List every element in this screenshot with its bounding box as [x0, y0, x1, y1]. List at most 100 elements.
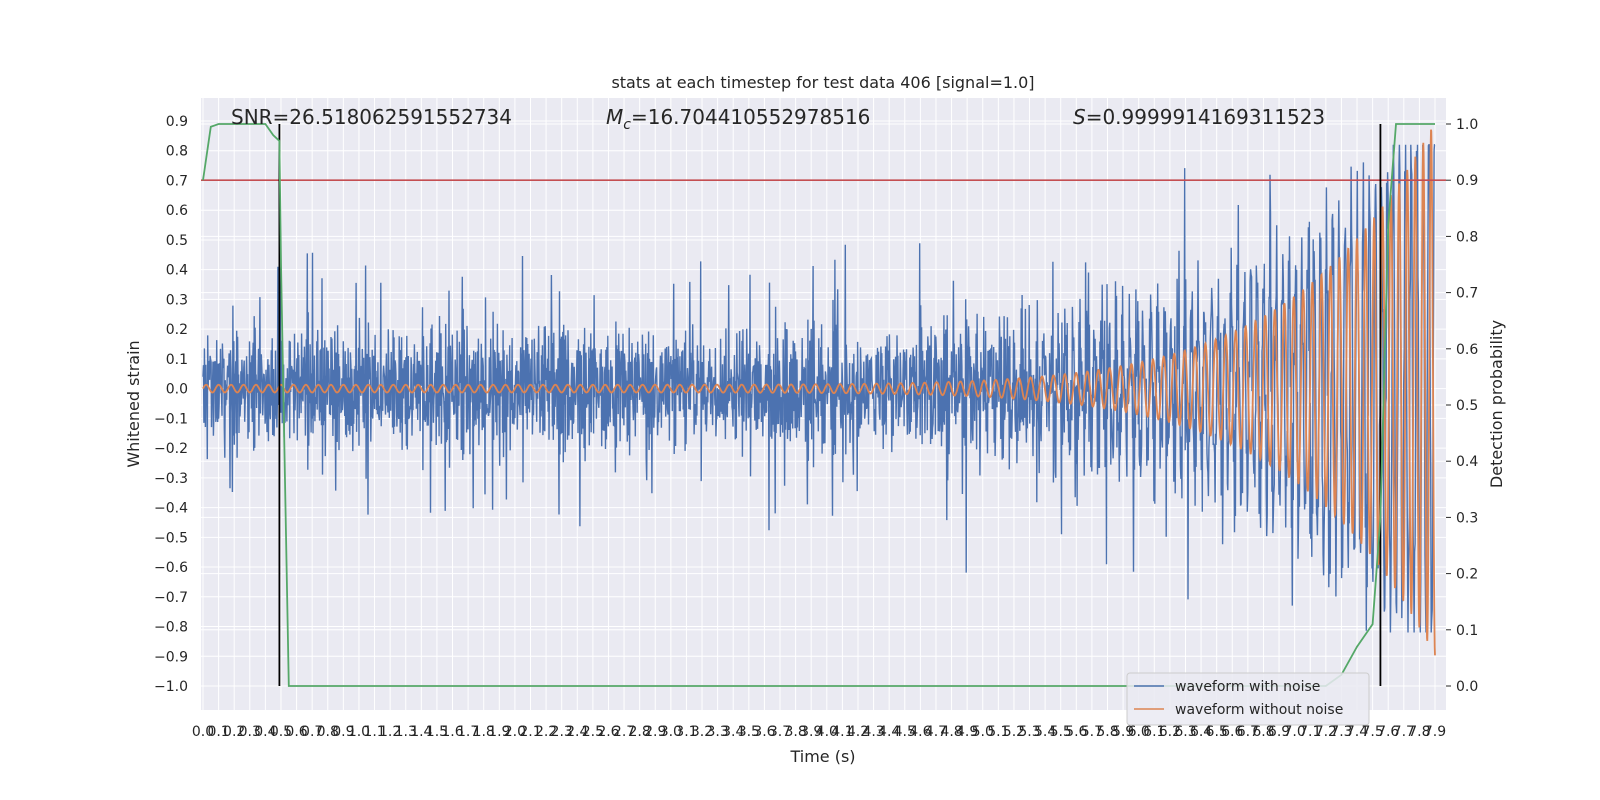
- x-tick-label: 4.3: [862, 724, 884, 740]
- x-tick-label: 6.9: [1268, 724, 1290, 740]
- x-tick-label: 1.9: [488, 724, 510, 740]
- x-tick-label: 3.4: [722, 724, 744, 740]
- x-tick-label: 1.0: [348, 724, 370, 740]
- x-tick-label: 4.6: [909, 724, 931, 740]
- snr-annotation: SNR=26.518062591552734: [231, 105, 512, 129]
- y-tick-label-left: 0.7: [166, 173, 188, 189]
- series-chirp: [202, 129, 1436, 656]
- x-tick-label: 4.1: [831, 724, 853, 740]
- x-tick-label: 5.5: [1050, 724, 1072, 740]
- x-tick-label: 7.4: [1346, 724, 1368, 740]
- legend-label-noise: waveform with noise: [1175, 679, 1320, 695]
- chirp-trace: [202, 129, 1436, 656]
- y-tick-label-right: 0.4: [1456, 454, 1478, 470]
- x-tick-label: 1.5: [426, 724, 448, 740]
- y-tick-label-right: 0.2: [1456, 567, 1478, 583]
- x-tick-label: 2.4: [566, 724, 588, 740]
- x-tick-label: 2.6: [597, 724, 619, 740]
- x-tick-label: 0.6: [285, 724, 307, 740]
- x-ticks: 0.00.10.20.30.40.50.60.70.80.91.01.11.21…: [192, 724, 1446, 740]
- y-tick-label-left: −0.7: [154, 590, 188, 606]
- x-tick-label: 3.5: [738, 724, 760, 740]
- x-tick-label: 6.7: [1237, 724, 1259, 740]
- x-tick-label: 4.9: [956, 724, 978, 740]
- y-ticks-left: 0.9 0.8 0.7 0.6 0.5 0.4 0.3 0.2 0.1 0.0 −0.1 −0.2 −0…: [154, 114, 188, 695]
- x-tick-label: 6.2: [1159, 724, 1181, 740]
- x-tick-label: 4.2: [847, 724, 869, 740]
- x-tick-label: 7.9: [1424, 724, 1446, 740]
- x-tick-label: 3.3: [707, 724, 729, 740]
- x-tick-label: 7.2: [1315, 724, 1337, 740]
- x-tick-label: 0.8: [317, 724, 339, 740]
- x-tick-label: 5.1: [987, 724, 1009, 740]
- x-tick-label: 4.0: [816, 724, 838, 740]
- x-tick-label: 5.2: [1003, 724, 1025, 740]
- x-tick-label: 3.1: [675, 724, 697, 740]
- x-tick-label: 3.7: [769, 724, 791, 740]
- x-tick-label: 7.8: [1408, 724, 1430, 740]
- x-tick-label: 1.2: [379, 724, 401, 740]
- y-tick-label-right: 0.9: [1456, 173, 1478, 189]
- x-tick-label: 6.1: [1143, 724, 1165, 740]
- y-tick-label-left: 0.2: [166, 322, 188, 338]
- legend: waveform with noise waveform without noi…: [1126, 672, 1370, 726]
- probability-trace: [202, 123, 1435, 687]
- x-tick-label: 5.0: [972, 724, 994, 740]
- x-tick-label: 0.4: [254, 724, 276, 740]
- y-axis-label-left: Whitened strain: [124, 340, 143, 467]
- x-tick-label: 6.4: [1190, 724, 1212, 740]
- y-tick-label-left: 0.4: [166, 263, 188, 279]
- x-tick-label: 0.0: [192, 724, 214, 740]
- x-tick-label: 7.3: [1330, 724, 1352, 740]
- x-tick-label: 2.9: [644, 724, 666, 740]
- x-tick-label: 7.1: [1299, 724, 1321, 740]
- x-tick-label: 2.8: [629, 724, 651, 740]
- y-tick-label-right: 0.3: [1456, 510, 1478, 526]
- y-tick-label-left: 0.6: [166, 203, 188, 219]
- x-tick-label: 2.1: [519, 724, 541, 740]
- x-tick-label: 7.7: [1393, 724, 1415, 740]
- x-tick-label: 0.5: [270, 724, 292, 740]
- x-tick-label: 5.7: [1081, 724, 1103, 740]
- x-tick-label: 1.4: [410, 724, 432, 740]
- x-tick-label: 6.6: [1221, 724, 1243, 740]
- x-tick-label: 5.4: [1034, 724, 1056, 740]
- x-tick-label: 7.6: [1377, 724, 1399, 740]
- x-tick-label: 0.7: [301, 724, 323, 740]
- x-tick-label: 3.9: [800, 724, 822, 740]
- x-tick-label: 4.8: [940, 724, 962, 740]
- x-tick-label: 5.6: [1065, 724, 1087, 740]
- x-tick-label: 2.3: [551, 724, 573, 740]
- x-tick-label: 5.9: [1112, 724, 1134, 740]
- x-tick-label: 2.0: [504, 724, 526, 740]
- x-tick-label: 3.2: [691, 724, 713, 740]
- x-tick-label: 1.7: [457, 724, 479, 740]
- x-tick-label: 7.0: [1284, 724, 1306, 740]
- x-tick-label: 1.6: [441, 724, 463, 740]
- legend-box: [1126, 672, 1370, 726]
- y-tick-label-right: 0.8: [1456, 229, 1478, 245]
- x-tick-label: 2.2: [535, 724, 557, 740]
- x-tick-label: 1.3: [395, 724, 417, 740]
- y-tick-label-left: −0.8: [154, 620, 188, 636]
- x-tick-label: 2.5: [582, 724, 604, 740]
- x-tick-label: 5.8: [1096, 724, 1118, 740]
- y-tick-label-left: 0.0: [166, 382, 188, 398]
- y-tick-label-right: 0.1: [1456, 623, 1478, 639]
- x-tick-label: 0.3: [239, 724, 261, 740]
- y-tick-label-left: 0.9: [166, 114, 188, 130]
- x-tick-label: 3.0: [660, 724, 682, 740]
- y-tick-label-left: −0.5: [154, 530, 188, 546]
- y-tick-label-left: −0.4: [154, 501, 188, 517]
- y-tick-label-right: 0.5: [1456, 398, 1478, 414]
- x-tick-label: 4.4: [878, 724, 900, 740]
- y-axis-label-right: Detection probability: [1487, 320, 1506, 488]
- x-tick-label: 0.2: [223, 724, 245, 740]
- y-tick-label-right: 0.6: [1456, 342, 1478, 358]
- x-axis-label: Time (s): [789, 747, 855, 766]
- x-tick-label: 4.7: [925, 724, 947, 740]
- x-tick-label: 6.8: [1252, 724, 1274, 740]
- y-tick-label-left: 0.1: [166, 352, 188, 368]
- y-tick-label-left: −1.0: [154, 679, 188, 695]
